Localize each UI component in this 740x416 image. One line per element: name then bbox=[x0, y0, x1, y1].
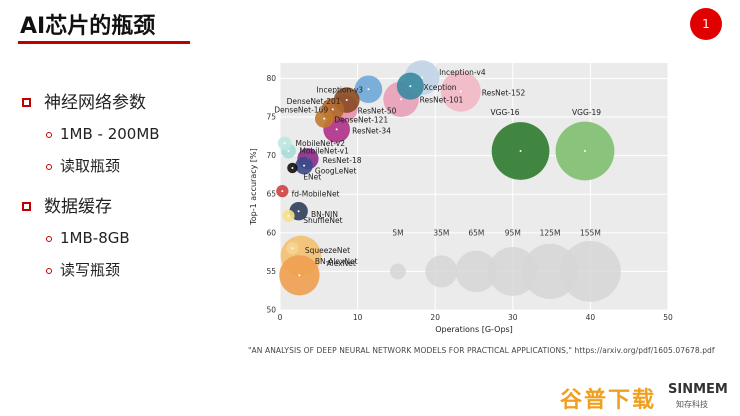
model-label: DenseNet-169 bbox=[274, 106, 328, 115]
model-label: Inception-v3 bbox=[316, 86, 363, 95]
size-legend-bubble bbox=[455, 250, 498, 293]
model-bubble-center bbox=[281, 190, 284, 193]
size-legend-bubble bbox=[488, 246, 538, 296]
model-bubble-center bbox=[287, 214, 290, 217]
size-legend-label: 95M bbox=[505, 228, 521, 237]
model-bubble-center bbox=[303, 164, 306, 167]
model-bubble-center bbox=[287, 149, 290, 152]
size-legend-bubble bbox=[390, 263, 406, 280]
watermark-logo: 谷普下载 bbox=[560, 388, 657, 413]
y-tick-label: 55 bbox=[266, 267, 276, 276]
model-bubble-center bbox=[283, 142, 286, 145]
y-tick-label: 50 bbox=[266, 306, 276, 315]
model-bubble-center bbox=[291, 166, 294, 169]
x-tick-label: 30 bbox=[508, 313, 518, 322]
model-label: ResNet-101 bbox=[420, 96, 464, 105]
bullet-data-cache: 数据缓存 bbox=[22, 192, 232, 222]
model-label: fd-MobileNet bbox=[292, 190, 340, 199]
model-label: GoogLeNet bbox=[315, 167, 357, 176]
x-tick-label: 10 bbox=[353, 313, 363, 322]
model-label: Xception bbox=[424, 83, 457, 92]
circle-bullet-icon bbox=[46, 164, 52, 170]
sub-bullet-param-size: 1MB - 200MB bbox=[22, 118, 232, 150]
model-bubble-center bbox=[519, 149, 522, 152]
circle-bullet-icon bbox=[46, 132, 52, 138]
square-bullet-icon bbox=[22, 202, 31, 211]
sub-bullet-rw-bottleneck: 读写瓶颈 bbox=[22, 254, 232, 286]
watermark-subtitle: 知存科技 bbox=[676, 400, 708, 409]
model-label: VGG-16 bbox=[491, 108, 520, 117]
sub-bullet-label: 读取瓶颈 bbox=[60, 157, 121, 175]
sub-bullet-label: 1MB-8GB bbox=[60, 229, 130, 247]
model-label: ResNet-34 bbox=[352, 126, 391, 135]
model-label: ResNet-152 bbox=[482, 89, 526, 98]
model-bubble-center bbox=[409, 85, 412, 88]
square-bullet-icon bbox=[22, 98, 31, 107]
y-tick-label: 65 bbox=[266, 190, 276, 199]
model-label: ResNet-50 bbox=[358, 106, 397, 115]
watermark-brand: SINMEM bbox=[668, 382, 728, 397]
model-label: ShuffleNet bbox=[303, 216, 342, 225]
model-bubble-center bbox=[323, 117, 326, 120]
model-label: BN-NIN bbox=[311, 210, 338, 219]
x-tick-label: 50 bbox=[663, 313, 673, 322]
bullet-nn-params: 神经网络参数 bbox=[22, 88, 232, 118]
y-tick-label: 75 bbox=[266, 113, 276, 122]
model-label: DenseNet-121 bbox=[334, 116, 388, 125]
size-legend-label: 35M bbox=[433, 228, 449, 237]
sub-bullet-label: 读写瓶颈 bbox=[60, 261, 121, 279]
size-legend-bubble bbox=[560, 241, 621, 302]
size-legend-bubble bbox=[425, 255, 458, 288]
sub-bullet-label: 1MB - 200MB bbox=[60, 125, 160, 143]
model-label: ENet bbox=[303, 173, 321, 182]
model-label: AlexNet bbox=[327, 259, 356, 268]
slide-title: AI芯片的瓶颈 bbox=[20, 14, 156, 39]
model-bubble-center bbox=[459, 90, 462, 93]
model-bubble-center bbox=[335, 128, 338, 131]
accuracy-vs-ops-chart: 0 10 20 30 40 50 50 55 60 65 70 75 80 Operations [G-O… bbox=[249, 60, 673, 334]
model-bubble-center bbox=[421, 76, 424, 79]
x-axis-label: Operations [G-Ops] bbox=[435, 325, 513, 334]
y-tick-label: 60 bbox=[266, 228, 276, 237]
sub-bullet-read-bottleneck: 读取瓶颈 bbox=[22, 150, 232, 182]
model-label: Inception-v4 bbox=[439, 68, 486, 77]
model-label: BN-AlexNet bbox=[315, 257, 358, 266]
model-label: ResNet-18 bbox=[323, 156, 362, 165]
sub-bullet-cache-size: 1MB-8GB bbox=[22, 222, 232, 254]
model-bubble-center bbox=[400, 98, 403, 101]
bullet-list: 神经网络参数 1MB - 200MB 读取瓶颈 数据缓存 1MB-8GB 读写瓶… bbox=[22, 88, 232, 286]
model-bubble-center bbox=[291, 247, 294, 250]
model-label: MobileNet-v1 bbox=[299, 146, 349, 155]
bullet-label: 数据缓存 bbox=[44, 197, 112, 217]
y-tick-label: 80 bbox=[266, 74, 276, 83]
model-label: VGG-19 bbox=[572, 108, 601, 117]
page-number-badge: 1 bbox=[690, 8, 722, 40]
x-tick-label: 0 bbox=[278, 313, 283, 322]
size-legend-label: 65M bbox=[468, 228, 484, 237]
title-underline bbox=[18, 41, 190, 44]
model-bubble-center bbox=[367, 88, 370, 91]
citation-text: "AN ANALYSIS OF DEEP NEURAL NETWORK MODE… bbox=[248, 346, 715, 355]
model-label: SqueezeNet bbox=[305, 246, 350, 255]
x-tick-label: 40 bbox=[586, 313, 596, 322]
bullet-label: 神经网络参数 bbox=[44, 93, 146, 113]
size-legend-label: 5M bbox=[392, 228, 403, 237]
model-bubble-center bbox=[583, 149, 586, 152]
model-label: MobileNet-v2 bbox=[296, 139, 346, 148]
model-bubble-center bbox=[298, 274, 301, 277]
circle-bullet-icon bbox=[46, 236, 52, 242]
y-tick-label: 70 bbox=[266, 151, 276, 160]
model-label: DenseNet-201 bbox=[287, 97, 341, 106]
y-axis-label: Top-1 accuracy [%] bbox=[249, 148, 258, 226]
size-legend-label: 125M bbox=[540, 228, 561, 237]
x-tick-label: 20 bbox=[430, 313, 440, 322]
model-bubble-center bbox=[331, 108, 334, 111]
size-legend-label: 155M bbox=[580, 228, 601, 237]
model-bubble-center bbox=[297, 210, 300, 213]
circle-bullet-icon bbox=[46, 268, 52, 274]
model-bubble-center bbox=[345, 99, 348, 102]
